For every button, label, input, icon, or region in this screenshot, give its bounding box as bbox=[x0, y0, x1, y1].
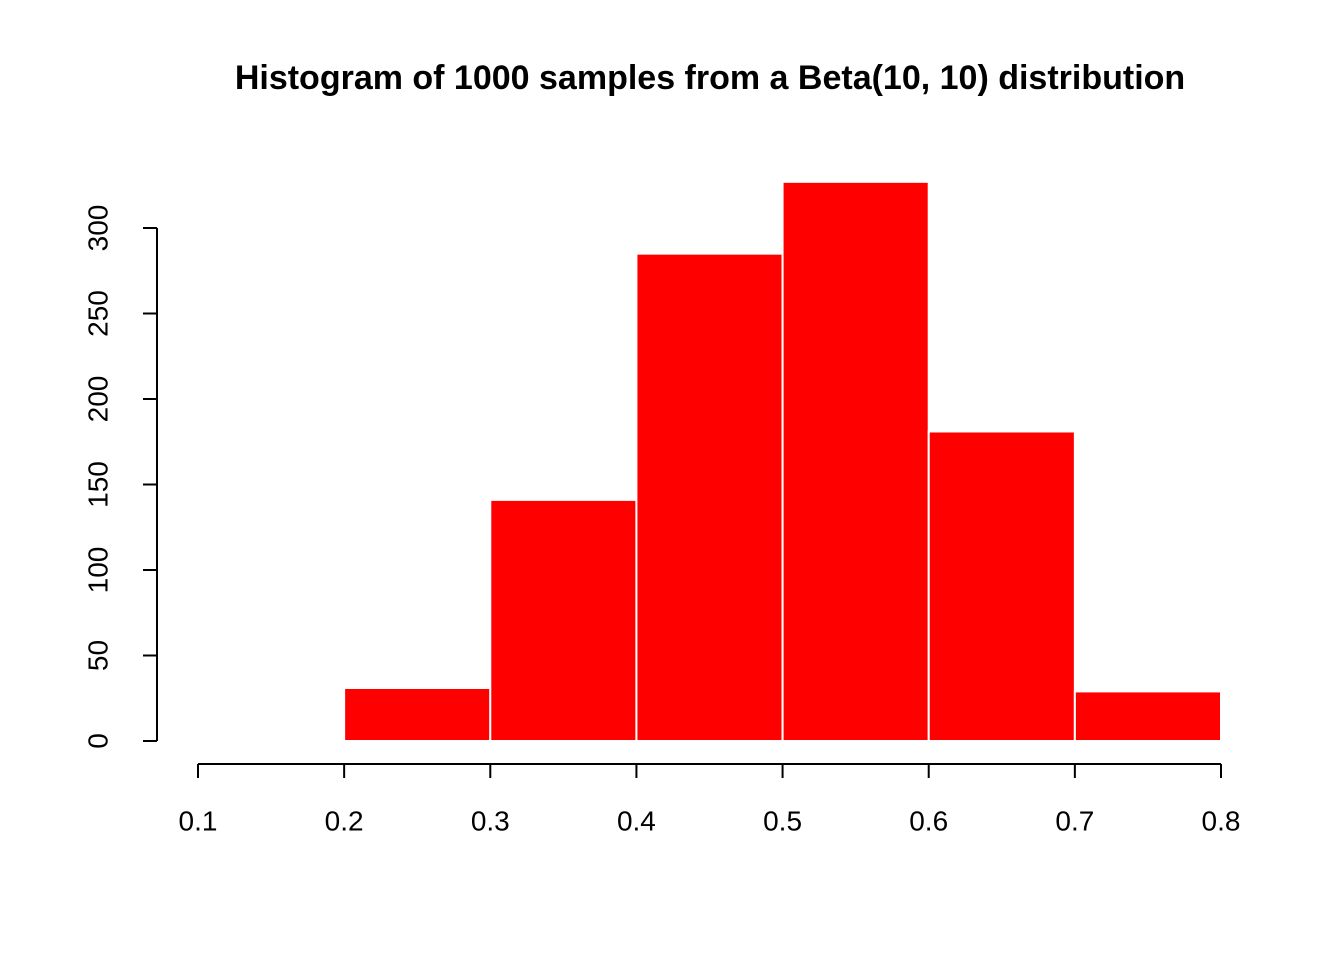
x-tick-label: 0.7 bbox=[1055, 805, 1094, 836]
bar bbox=[489, 498, 638, 743]
bar bbox=[1073, 690, 1223, 742]
chart-title: Histogram of 1000 samples from a Beta(10… bbox=[235, 59, 1185, 97]
y-tick-label: 300 bbox=[82, 205, 113, 252]
y-tick-label: 100 bbox=[82, 547, 113, 594]
y-tick-label: 200 bbox=[82, 376, 113, 423]
x-tick-label: 0.2 bbox=[325, 805, 364, 836]
bar bbox=[781, 180, 930, 742]
bar bbox=[927, 430, 1076, 742]
x-tick-label: 0.5 bbox=[763, 805, 802, 836]
y-tick-label: 250 bbox=[82, 290, 113, 337]
x-tick-label: 0.3 bbox=[471, 805, 510, 836]
bar bbox=[343, 686, 492, 742]
y-tick-label: 150 bbox=[82, 461, 113, 508]
bar bbox=[635, 252, 784, 742]
x-tick-label: 0.4 bbox=[617, 805, 656, 836]
y-tick-label: 0 bbox=[82, 733, 113, 749]
x-tick-label: 0.6 bbox=[909, 805, 948, 836]
y-tick-label: 50 bbox=[82, 640, 113, 671]
x-tick-label: 0.8 bbox=[1202, 805, 1241, 836]
x-tick-label: 0.1 bbox=[179, 805, 218, 836]
